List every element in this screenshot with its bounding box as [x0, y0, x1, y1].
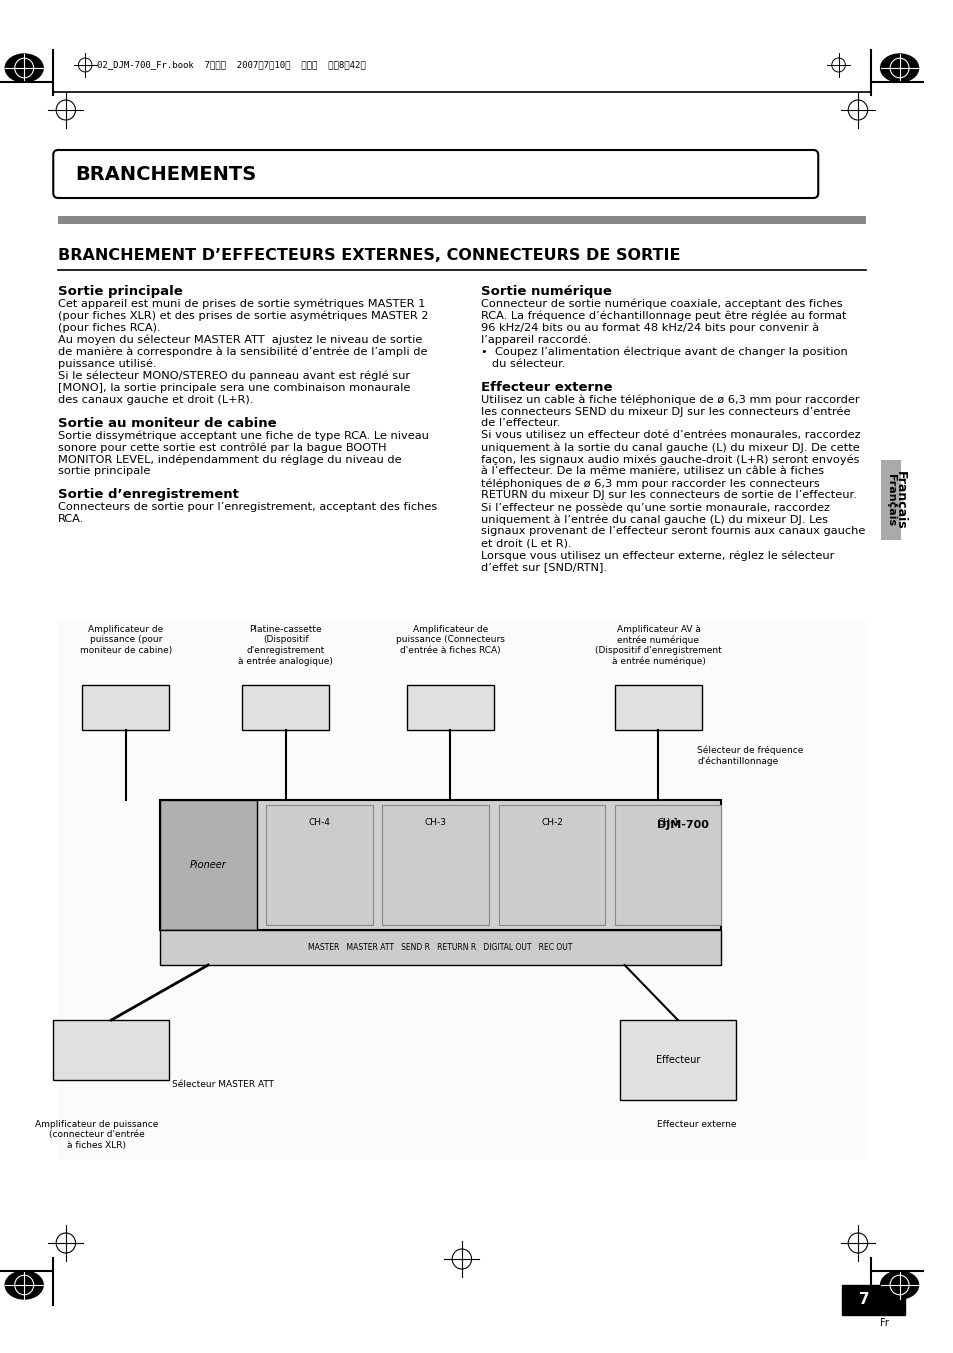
Bar: [406, 685, 494, 731]
Text: façon, les signaux audio mixés gauche-droit (L+R) seront envoyés: façon, les signaux audio mixés gauche-dr…: [480, 455, 859, 464]
Text: CH-3: CH-3: [424, 819, 446, 827]
Bar: [615, 685, 701, 731]
Text: Amplificateur de
puissance (Connecteurs
d'entrée à fiches RCA): Amplificateur de puissance (Connecteurs …: [395, 625, 504, 655]
Text: BRANCHEMENT D’EFFECTEURS EXTERNES, CONNECTEURS DE SORTIE: BRANCHEMENT D’EFFECTEURS EXTERNES, CONNE…: [58, 248, 679, 262]
Bar: [58, 620, 865, 1160]
Text: de manière à correspondre à la sensibilité d’entrée de l’ampli de: de manière à correspondre à la sensibili…: [58, 346, 427, 357]
Text: uniquement à la sortie du canal gauche (L) du mixeur DJ. De cette: uniquement à la sortie du canal gauche (…: [480, 442, 859, 452]
Text: Sélecteur de fréquence
d'échantillonnage: Sélecteur de fréquence d'échantillonnage: [697, 746, 802, 766]
Bar: [58, 216, 864, 225]
Text: des canaux gauche et droit (L+R).: des canaux gauche et droit (L+R).: [58, 395, 253, 405]
Text: CH-1: CH-1: [657, 819, 679, 827]
Bar: [619, 1020, 735, 1100]
Text: Effecteur externe: Effecteur externe: [657, 1120, 736, 1128]
Text: Si l’effecteur ne possède qu’une sortie monaurale, raccordez: Si l’effecteur ne possède qu’une sortie …: [480, 502, 829, 513]
Ellipse shape: [5, 54, 43, 83]
Text: Si le sélecteur MONO/STEREO du panneau avant est réglé sur: Si le sélecteur MONO/STEREO du panneau a…: [58, 371, 410, 382]
Text: puissance utilisé.: puissance utilisé.: [58, 359, 156, 369]
Bar: [841, 1285, 904, 1315]
Text: 7: 7: [859, 1292, 869, 1307]
Text: BRANCHEMENTS: BRANCHEMENTS: [75, 165, 256, 184]
Text: uniquement à l’entrée du canal gauche (L) du mixeur DJ. Les: uniquement à l’entrée du canal gauche (L…: [480, 514, 827, 525]
Text: Si vous utilisez un effecteur doté d’entrées monaurales, raccordez: Si vous utilisez un effecteur doté d’ent…: [480, 430, 860, 440]
Text: sortie principale: sortie principale: [58, 465, 151, 476]
Text: Amplificateur de puissance
(connecteur d'entrée
à fiches XLR): Amplificateur de puissance (connecteur d…: [35, 1120, 158, 1150]
Text: Connecteur de sortie numérique coaxiale, acceptant des fiches: Connecteur de sortie numérique coaxiale,…: [480, 299, 842, 308]
Text: 02_DJM-700_Fr.book  7ページ  2007年7月10日  火曜日  午徉8時42分: 02_DJM-700_Fr.book 7ページ 2007年7月10日 火曜日 午…: [97, 61, 365, 69]
Text: Au moyen du sélecteur MASTER ATT  ajustez le niveau de sortie: Au moyen du sélecteur MASTER ATT ajustez…: [58, 334, 422, 345]
Bar: [498, 805, 604, 925]
Text: et droit (L et R).: et droit (L et R).: [480, 538, 571, 548]
Text: du sélecteur.: du sélecteur.: [480, 359, 565, 368]
Bar: [382, 805, 489, 925]
Bar: [159, 800, 720, 930]
Text: les connecteurs SEND du mixeur DJ sur les connecteurs d’entrée: les connecteurs SEND du mixeur DJ sur le…: [480, 406, 850, 417]
Text: l’appareil raccordé.: l’appareil raccordé.: [480, 334, 591, 345]
Text: Sortie d’enregistrement: Sortie d’enregistrement: [58, 488, 238, 501]
Text: Utilisez un cable à fiche téléphonique de ø 6,3 mm pour raccorder: Utilisez un cable à fiche téléphonique d…: [480, 394, 859, 405]
Text: sonore pour cette sortie est contrôlé par la bague BOOTH: sonore pour cette sortie est contrôlé pa…: [58, 442, 386, 452]
Text: Pioneer: Pioneer: [190, 861, 226, 870]
Text: CH-4: CH-4: [308, 819, 330, 827]
Bar: [242, 685, 329, 731]
Text: Effecteur externe: Effecteur externe: [480, 380, 612, 394]
Text: d’effet sur [SND/RTN].: d’effet sur [SND/RTN].: [480, 561, 607, 572]
Text: Amplificateur AV à
entrée numérique
(Dispositif d'enregistrement
à entrée numéri: Amplificateur AV à entrée numérique (Dis…: [595, 625, 721, 667]
Ellipse shape: [880, 1270, 918, 1299]
Text: de l’effecteur.: de l’effecteur.: [480, 418, 560, 428]
Text: RETURN du mixeur DJ sur les connecteurs de sortie de l’effecteur.: RETURN du mixeur DJ sur les connecteurs …: [480, 490, 856, 501]
Text: Fr: Fr: [879, 1318, 887, 1329]
Text: à l’effecteur. De la même manière, utilisez un câble à fiches: à l’effecteur. De la même manière, utili…: [480, 465, 823, 476]
Text: Français: Français: [893, 471, 906, 529]
Text: téléphoniques de ø 6,3 mm pour raccorder les connecteurs: téléphoniques de ø 6,3 mm pour raccorder…: [480, 478, 820, 488]
Text: MONITOR LEVEL, indépendamment du réglage du niveau de: MONITOR LEVEL, indépendamment du réglage…: [58, 455, 401, 464]
Text: (pour fiches RCA).: (pour fiches RCA).: [58, 322, 160, 333]
Text: 96 kHz/24 bits ou au format 48 kHz/24 bits pour convenir à: 96 kHz/24 bits ou au format 48 kHz/24 bi…: [480, 322, 819, 333]
Bar: [615, 805, 720, 925]
Text: Platine-cassette
(Dispositif
d'enregistrement
à entrée analogique): Platine-cassette (Dispositif d'enregistr…: [238, 625, 333, 666]
Bar: [159, 800, 256, 930]
Text: Sortie dissymétrique acceptant une fiche de type RCA. Le niveau: Sortie dissymétrique acceptant une fiche…: [58, 430, 429, 441]
Text: Connecteurs de sortie pour l’enregistrement, acceptant des fiches: Connecteurs de sortie pour l’enregistrem…: [58, 502, 436, 511]
Text: DJM-700: DJM-700: [656, 820, 708, 829]
Text: Français: Français: [885, 474, 895, 526]
Text: signaux provenant de l’effecteur seront fournis aux canaux gauche: signaux provenant de l’effecteur seront …: [480, 526, 864, 536]
Ellipse shape: [880, 54, 918, 83]
Text: Cet appareil est muni de prises de sortie symétriques MASTER 1: Cet appareil est muni de prises de sorti…: [58, 299, 425, 308]
Text: •  Coupez l’alimentation électrique avant de changer la position: • Coupez l’alimentation électrique avant…: [480, 346, 847, 357]
Text: Lorsque vous utilisez un effecteur externe, réglez le sélecteur: Lorsque vous utilisez un effecteur exter…: [480, 551, 834, 560]
Text: Sélecteur MASTER ATT: Sélecteur MASTER ATT: [172, 1080, 274, 1089]
Bar: [881, 460, 900, 540]
Text: (pour fiches XLR) et des prises de sortie asymétriques MASTER 2: (pour fiches XLR) et des prises de sorti…: [58, 310, 428, 321]
Bar: [266, 805, 373, 925]
Bar: [82, 685, 170, 731]
Ellipse shape: [5, 1270, 43, 1299]
Text: Effecteur: Effecteur: [655, 1055, 700, 1065]
Text: Sortie numérique: Sortie numérique: [480, 285, 612, 298]
Text: RCA.: RCA.: [58, 514, 84, 524]
Text: Amplificateur de
puissance (pour
moniteur de cabine): Amplificateur de puissance (pour moniteu…: [80, 625, 172, 655]
Bar: [53, 1020, 170, 1080]
Text: Sortie principale: Sortie principale: [58, 285, 183, 298]
Text: MASTER   MASTER ATT   SEND R   RETURN R   DIGITAL OUT   REC OUT: MASTER MASTER ATT SEND R RETURN R DIGITA…: [308, 943, 572, 951]
Text: CH-2: CH-2: [540, 819, 562, 827]
Text: [MONO], la sortie principale sera une combinaison monaurale: [MONO], la sortie principale sera une co…: [58, 383, 410, 392]
Text: Sortie au moniteur de cabine: Sortie au moniteur de cabine: [58, 417, 276, 429]
Text: RCA. La fréquence d’échantillonnage peut être réglée au format: RCA. La fréquence d’échantillonnage peut…: [480, 310, 846, 321]
FancyBboxPatch shape: [53, 150, 818, 198]
Bar: [159, 930, 720, 965]
